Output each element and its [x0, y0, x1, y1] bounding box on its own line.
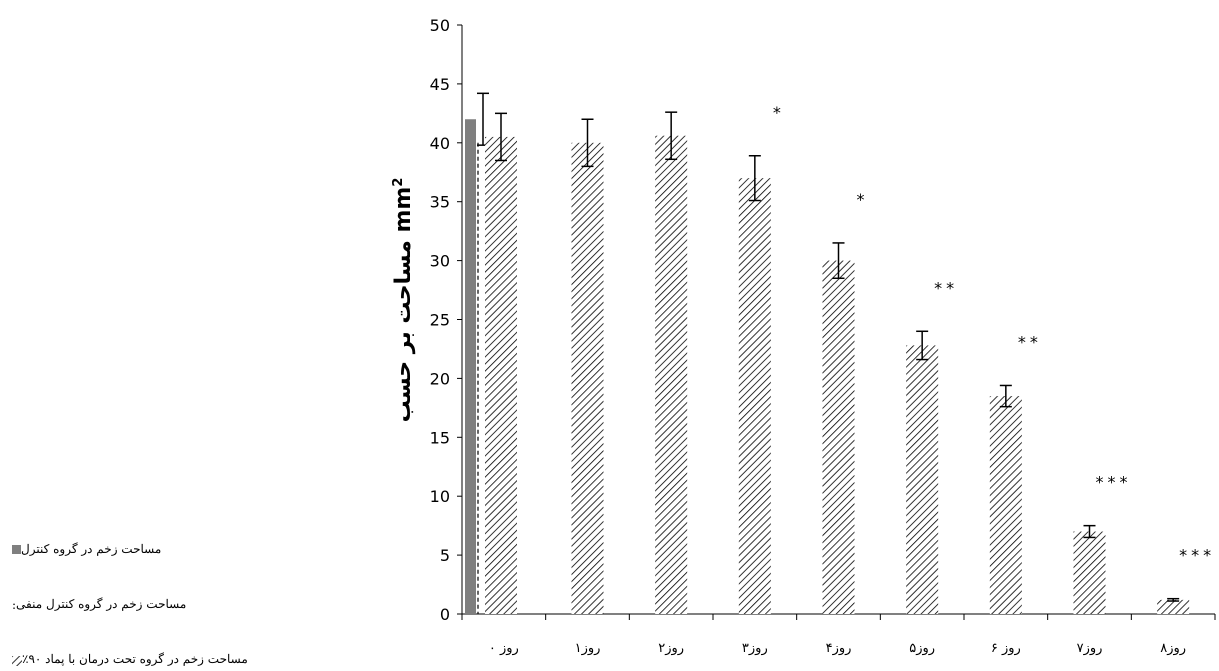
y-tick-label: 20	[430, 369, 450, 388]
legend-label-control: مساحت زخم در گروه کنترل	[21, 542, 162, 556]
bar-treatment	[822, 260, 855, 614]
x-tick-label: روز۳	[742, 641, 768, 656]
x-tick-label: روز ۶	[991, 641, 1021, 656]
significance-label: ***	[1096, 473, 1132, 492]
bar-treatment	[1157, 599, 1190, 614]
y-tick-label: 50	[430, 16, 450, 35]
bar-treatment	[906, 345, 939, 614]
y-tick-label: 35	[430, 193, 450, 212]
y-axis-label: مساحت بر حسب mm2	[391, 178, 416, 423]
x-tick-label: روز۸	[1160, 641, 1186, 656]
significance-label: *	[773, 103, 785, 122]
chart-bars	[465, 92, 1190, 615]
bar-treatment	[1073, 531, 1106, 614]
legend-item-control: مساحت زخم در گروه کنترل	[8, 542, 161, 556]
y-axis-label-text: مساحت بر حسب	[391, 233, 416, 423]
bar-treatment	[571, 142, 604, 615]
y-tick-label: 25	[430, 311, 450, 330]
legend-item-treatment: مساحت زخم در گروه تحت درمان با پماد ۹۰٪	[8, 652, 248, 666]
x-tick-label: روز۱	[575, 641, 601, 656]
y-tick-label: 5	[440, 546, 450, 565]
bar-treatment	[989, 396, 1022, 614]
legend-swatch-dashed: :	[12, 597, 17, 612]
chart-labels: روز ۰ روز۱ روز۲ روز۳ روز۴ روز۵ روز ۶ روز۷ روز۸**…	[489, 103, 1215, 656]
significance-label: ***	[1179, 546, 1215, 565]
x-tick-label: روز۵	[909, 641, 935, 656]
significance-label: *	[857, 190, 869, 209]
x-tick-label: روز۴	[826, 641, 852, 656]
significance-label: **	[934, 278, 958, 297]
bar-treatment	[485, 136, 517, 614]
y-tick-label: 30	[430, 252, 450, 271]
legend-swatch-solid	[12, 545, 21, 554]
bar-control	[465, 119, 476, 615]
legend-item-negative-control: مساحت زخم در گروه کنترل منفی:	[8, 597, 186, 612]
bar-treatment	[655, 135, 688, 614]
y-tick-label: 40	[430, 134, 450, 153]
x-tick-label: روز۷	[1077, 641, 1103, 656]
legend-swatch-hatched	[12, 654, 22, 666]
y-tick-label: 10	[430, 487, 450, 506]
legend-label-treatment: مساحت زخم در گروه تحت درمان با پماد ۹۰٪	[22, 652, 248, 666]
x-tick-label: روز۲	[658, 641, 684, 656]
y-tick-label: 15	[430, 428, 450, 447]
bar-treatment	[738, 178, 771, 614]
y-axis-label-sup: 2	[391, 178, 406, 187]
y-tick-label: 45	[430, 75, 450, 94]
significance-label: **	[1018, 332, 1042, 351]
legend-label-negative-control: مساحت زخم در گروه کنترل منفی	[16, 597, 187, 611]
y-axis-label-unit: mm	[391, 187, 416, 233]
x-tick-label: روز ۰	[489, 641, 519, 656]
y-tick-label: 0	[440, 605, 450, 624]
